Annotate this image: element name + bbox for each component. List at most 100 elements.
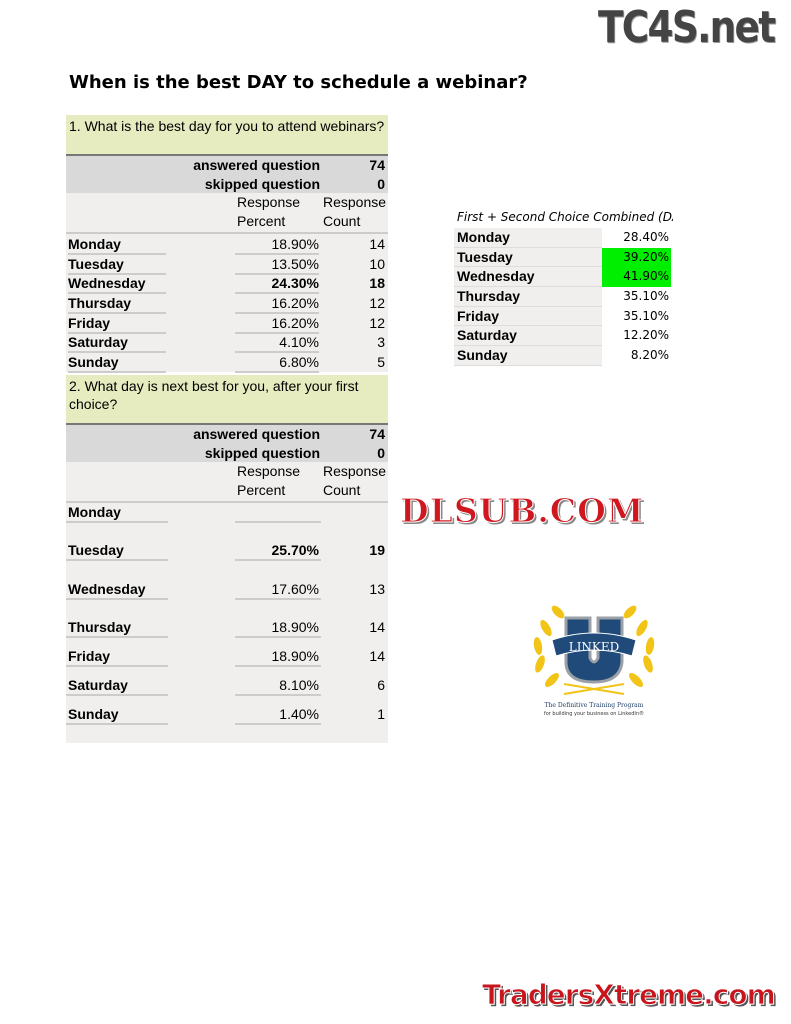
combined-row: Wednesday 41.90% bbox=[454, 267, 672, 288]
table-row: Wednesday 24.30% 18 bbox=[66, 273, 388, 295]
question-1-text: 1. What is the best day for you to atten… bbox=[66, 115, 388, 156]
day-label: Sunday bbox=[68, 353, 166, 374]
response-percent: 18.90% bbox=[235, 235, 319, 255]
tc4s-logo: TC4S.net bbox=[598, 2, 776, 53]
skipped-value: 0 bbox=[377, 444, 385, 461]
table-row: Tuesday 13.50% 10 bbox=[66, 254, 388, 275]
answered-value: 74 bbox=[369, 426, 385, 442]
skipped-value: 0 bbox=[377, 175, 385, 192]
combined-heading: First + Second Choice Combined (DAY) bbox=[457, 210, 673, 224]
question-2-table: 2. What day is next best for you, after … bbox=[66, 375, 388, 743]
response-percent: 8.10% bbox=[279, 677, 319, 693]
response-percent: 18.90% bbox=[271, 648, 319, 664]
day-label: Thursday bbox=[454, 287, 602, 307]
combined-row: Sunday 8.20% bbox=[454, 346, 672, 366]
row-divider bbox=[235, 636, 321, 638]
combined-row: Monday 28.40% bbox=[454, 228, 672, 248]
row-divider bbox=[66, 694, 168, 696]
day-label: Sunday bbox=[68, 706, 119, 722]
response-count bbox=[322, 503, 385, 521]
table-row: Saturday 4.10% 3 bbox=[66, 332, 388, 354]
skipped-label: skipped question bbox=[204, 444, 320, 461]
response-count: 14 bbox=[369, 648, 385, 664]
row-divider bbox=[235, 665, 321, 667]
question-1-table: 1. What is the best day for you to atten… bbox=[66, 115, 388, 374]
table-row: Monday bbox=[66, 503, 388, 523]
col-percent-header: Response Percent bbox=[237, 463, 301, 498]
response-percent: 4.10% bbox=[235, 333, 319, 354]
day-label: Friday bbox=[68, 314, 166, 334]
response-count: 19 bbox=[369, 542, 385, 558]
table-row: Thursday 18.90% 14 bbox=[66, 600, 388, 638]
col-percent-header: Response Percent bbox=[237, 194, 301, 229]
response-count: 3 bbox=[377, 334, 385, 351]
day-label: Thursday bbox=[68, 619, 132, 635]
answered-value: 74 bbox=[369, 157, 385, 173]
row-divider bbox=[66, 636, 168, 638]
table-row: Wednesday 17.60% 13 bbox=[66, 561, 388, 600]
day-label: Monday bbox=[68, 235, 166, 255]
day-label: Saturday bbox=[68, 677, 128, 693]
response-percent: 6.80% bbox=[235, 353, 319, 374]
question-1-stats: answered question 74 skipped question 0 bbox=[66, 156, 388, 193]
response-percent: 16.20% bbox=[235, 314, 319, 334]
column-headers: Response Percent Response Count bbox=[66, 462, 388, 503]
response-percent: 17.60% bbox=[271, 581, 319, 597]
day-label: Saturday bbox=[68, 333, 166, 354]
linked-u-subcaption: for building your business on LinkedIn® bbox=[543, 711, 645, 717]
day-label: Wednesday bbox=[68, 274, 166, 295]
day-label: Tuesday bbox=[454, 247, 602, 268]
question-2-rows: Monday Tuesday 25.70% 19 Wednesday 17.60% 13 Th… bbox=[66, 503, 388, 743]
response-count: 18 bbox=[369, 275, 385, 292]
combined-percent: 35.10% bbox=[623, 308, 669, 323]
day-label: Tuesday bbox=[68, 542, 124, 558]
row-divider bbox=[235, 694, 321, 696]
combined-percent: 28.40% bbox=[623, 230, 669, 244]
table-row: Tuesday 25.70% 19 bbox=[66, 523, 388, 561]
response-percent: 13.50% bbox=[235, 255, 319, 275]
answered-label: answered question bbox=[193, 426, 320, 442]
table-row: Thursday 16.20% 12 bbox=[66, 293, 388, 315]
combined-percent: 39.20% bbox=[602, 247, 671, 268]
response-percent: 16.20% bbox=[235, 294, 319, 315]
combined-table: First + Second Choice Combined (DAY) Mon… bbox=[454, 207, 673, 366]
row-divider bbox=[235, 521, 321, 523]
day-label: Monday bbox=[68, 504, 121, 520]
row-divider bbox=[235, 559, 321, 561]
linked-banner-text: LINKED bbox=[569, 640, 620, 654]
combined-row: Thursday 35.10% bbox=[454, 287, 672, 307]
question-1-rows: Monday 18.90% 14 Tuesday 13.50% 10 Wednesday 24… bbox=[66, 234, 388, 374]
response-count: 5 bbox=[377, 354, 385, 371]
question-2-text: 2. What day is next best for you, after … bbox=[66, 375, 388, 425]
response-count: 6 bbox=[377, 677, 385, 693]
row-divider bbox=[66, 665, 168, 667]
day-label: Tuesday bbox=[68, 255, 166, 275]
skipped-label: skipped question bbox=[204, 175, 320, 192]
row-divider bbox=[235, 598, 321, 600]
combined-percent: 35.10% bbox=[623, 289, 669, 304]
day-label: Saturday bbox=[454, 326, 602, 347]
row-divider bbox=[66, 598, 168, 600]
response-count: 13 bbox=[369, 581, 385, 597]
response-count: 10 bbox=[369, 255, 385, 272]
day-label: Monday bbox=[454, 228, 602, 248]
col-count-header: Response Count bbox=[323, 194, 387, 229]
answered-label: answered question bbox=[193, 157, 320, 173]
response-percent: 18.90% bbox=[271, 619, 319, 635]
response-count: 12 bbox=[369, 314, 385, 331]
question-2-stats: answered question 74 skipped question 0 bbox=[66, 425, 388, 462]
dlsub-watermark: DLSUB.COM bbox=[399, 491, 645, 530]
combined-percent: 8.20% bbox=[630, 348, 669, 363]
response-percent: 25.70% bbox=[271, 542, 319, 558]
column-headers: Response Percent Response Count bbox=[66, 193, 388, 234]
table-row: Saturday 8.10% 6 bbox=[66, 667, 388, 696]
day-label: Wednesday bbox=[454, 267, 602, 288]
day-label: Thursday bbox=[68, 294, 166, 315]
response-count: 14 bbox=[369, 619, 385, 635]
response-percent bbox=[235, 503, 319, 521]
response-count: 12 bbox=[369, 295, 385, 312]
response-count: 14 bbox=[369, 236, 385, 252]
day-label: Friday bbox=[68, 648, 111, 664]
day-label: Friday bbox=[454, 306, 602, 327]
row-divider bbox=[66, 521, 168, 523]
